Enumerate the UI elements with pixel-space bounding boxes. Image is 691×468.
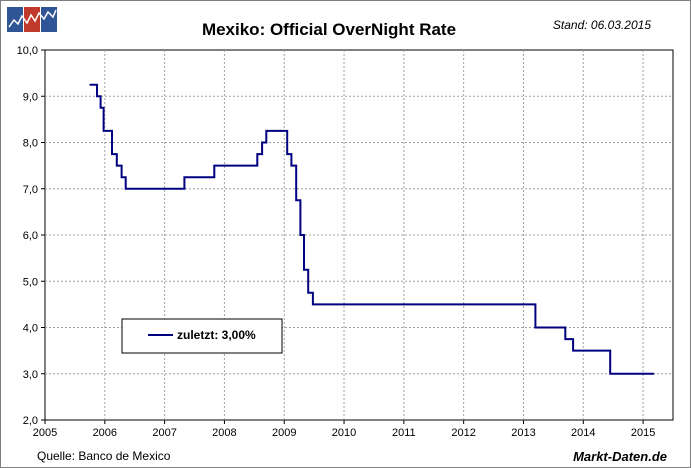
logo-tile-1 <box>7 7 23 32</box>
data-point <box>103 130 105 132</box>
x-tick-label: 2008 <box>212 427 236 439</box>
data-point <box>116 165 118 167</box>
x-axis: 2005 2006 2007 2008 2009 2010 2011 2012 2013 2014… <box>33 420 655 439</box>
data-point <box>653 373 655 375</box>
x-tick-label: 2010 <box>332 427 356 439</box>
data-point <box>183 176 185 178</box>
data-point <box>534 326 537 329</box>
data-point <box>312 303 314 305</box>
x-tick-label: 2012 <box>451 427 475 439</box>
x-tick-label: 2006 <box>93 427 117 439</box>
data-point <box>265 130 267 132</box>
legend-label: zuletzt: 3,00% <box>177 328 256 342</box>
logo <box>7 7 57 32</box>
data-point <box>295 199 297 201</box>
data-point <box>256 153 258 155</box>
data-point <box>213 165 215 167</box>
data-point <box>564 338 566 340</box>
y-tick-label: 5,0 <box>23 276 38 288</box>
x-tick-label: 2011 <box>392 427 416 439</box>
brand-label: Markt-Daten.de <box>573 449 667 464</box>
y-axis: 2,0 3,0 4,0 5,0 6,0 7,0 8,0 9,0 10,0 <box>17 45 45 427</box>
x-tick-label: 2015 <box>631 427 655 439</box>
source-label: Quelle: Banco de Mexico <box>37 449 171 463</box>
data-point <box>303 269 305 271</box>
x-tick-label: 2007 <box>152 427 176 439</box>
data-point <box>572 350 574 352</box>
logo-trend-icon <box>8 9 57 28</box>
data-point <box>125 188 127 190</box>
data-point <box>111 153 113 155</box>
x-tick-label: 2009 <box>272 427 296 439</box>
legend: zuletzt: 3,00% <box>121 318 283 354</box>
data-point <box>261 141 263 144</box>
data-point <box>299 234 301 236</box>
y-tick-label: 8,0 <box>23 138 38 150</box>
data-point <box>609 373 611 375</box>
series <box>89 83 655 375</box>
stand-date: Stand: 06.03.2015 <box>553 18 651 32</box>
y-tick-label: 9,0 <box>23 91 38 103</box>
y-tick-label: 2,0 <box>23 415 38 427</box>
x-tick-label: 2005 <box>33 427 57 439</box>
data-point <box>307 292 309 294</box>
data-point <box>316 303 318 305</box>
y-tick-label: 4,0 <box>23 323 38 335</box>
data-point <box>286 153 288 155</box>
data-point <box>290 165 292 167</box>
x-tick-label: 2013 <box>511 427 535 439</box>
chart-title: Mexiko: Official OverNight Rate <box>202 20 456 39</box>
data-point <box>96 95 98 97</box>
logo-tile-3 <box>41 7 57 32</box>
logo-tile-2 <box>24 7 40 32</box>
data-point <box>89 84 91 86</box>
y-tick-label: 10,0 <box>17 45 38 57</box>
y-tick-label: 6,0 <box>23 230 38 242</box>
y-tick-label: 3,0 <box>23 369 38 381</box>
data-point <box>121 176 123 178</box>
data-point <box>100 107 102 109</box>
y-tick-label: 7,0 <box>23 184 38 196</box>
x-tick-label: 2014 <box>571 427 595 439</box>
